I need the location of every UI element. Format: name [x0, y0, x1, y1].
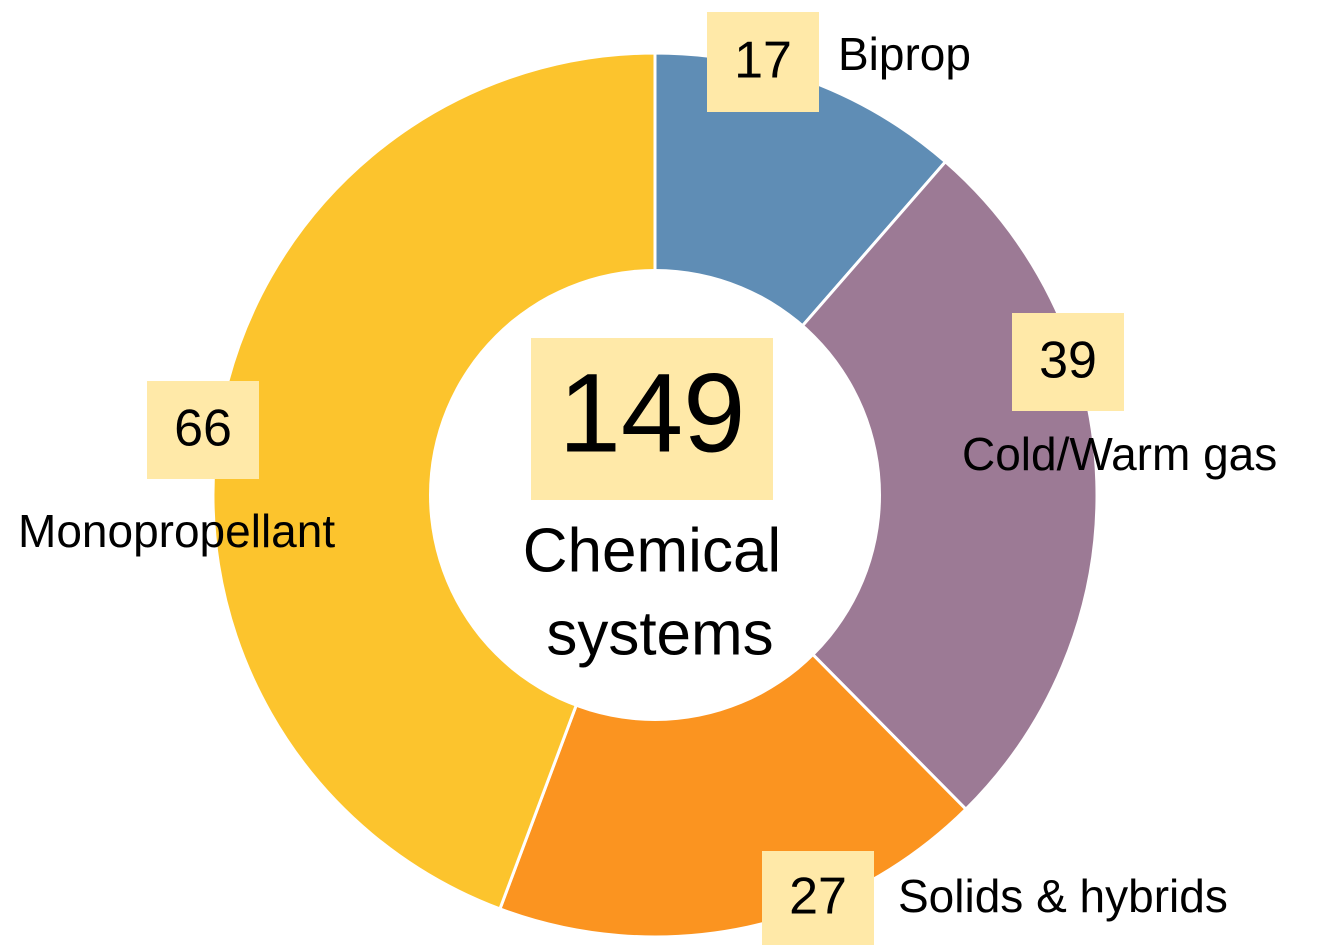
- center-value-box: [531, 338, 773, 500]
- value-label-box: [707, 12, 819, 112]
- value-label-box: [1012, 313, 1124, 411]
- value-label: 39: [1039, 332, 1097, 390]
- center-value: 149: [559, 351, 746, 476]
- value-label: 17: [734, 32, 792, 90]
- value-label: 27: [789, 868, 847, 926]
- category-label: Biprop: [838, 28, 971, 80]
- category-label: Monopropellant: [18, 505, 335, 557]
- value-label-box: [762, 851, 874, 945]
- category-label: Cold/Warm gas: [962, 428, 1277, 480]
- center-label: systems: [546, 599, 773, 668]
- center-label: Chemical: [523, 516, 781, 585]
- value-label: 66: [174, 400, 232, 458]
- value-label-box: [147, 381, 259, 479]
- category-label: Solids & hybrids: [898, 870, 1228, 922]
